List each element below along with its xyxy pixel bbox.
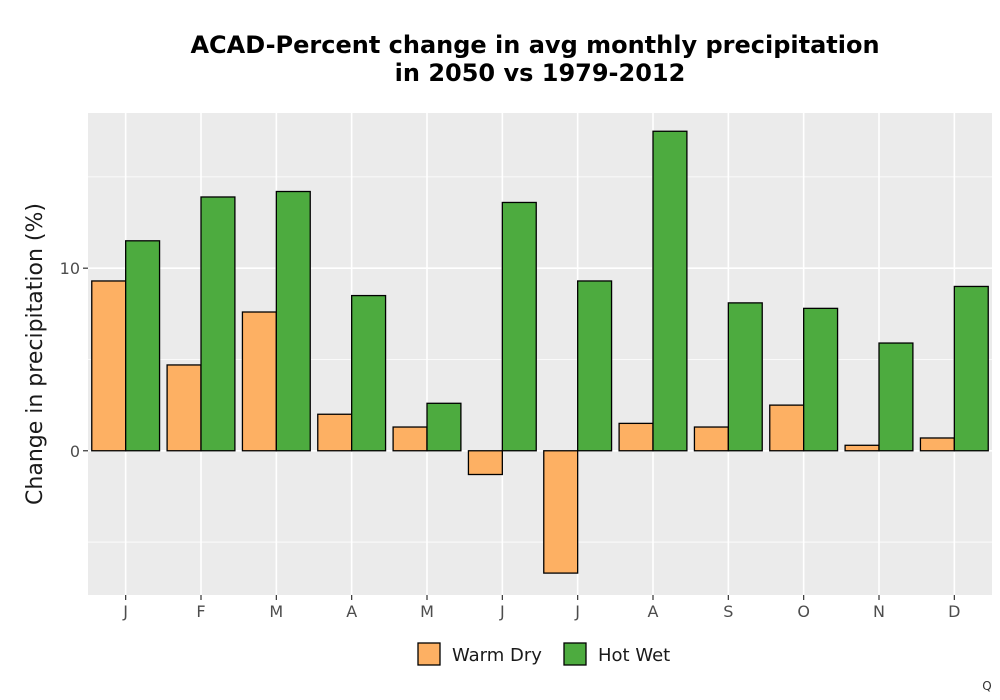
bar-hot-wet — [275, 190, 311, 452]
x-tick-label: D — [948, 602, 960, 621]
bars — [91, 130, 989, 574]
bar-warm-dry — [166, 364, 202, 452]
bar-warm-dry — [467, 450, 503, 476]
bar-hot-wet — [351, 294, 387, 452]
bar-hot-wet — [577, 280, 613, 452]
plot-panel — [88, 113, 992, 595]
x-tick-label: J — [122, 602, 128, 621]
bar-hot-wet — [953, 285, 989, 452]
chart-title-line-2: in 2050 vs 1979-2012 — [395, 59, 686, 87]
corner-mark: Q — [982, 679, 991, 693]
x-tick-label: A — [346, 602, 357, 621]
bar-hot-wet — [426, 402, 462, 452]
x-tick-label: O — [797, 602, 810, 621]
x-tick-label: F — [196, 602, 205, 621]
chart-title-line-1: ACAD-Percent change in avg monthly preci… — [190, 31, 879, 59]
x-tick-label: J — [574, 602, 580, 621]
bar-warm-dry — [317, 413, 353, 452]
bar-hot-wet — [878, 342, 914, 452]
bar-warm-dry — [543, 450, 579, 574]
bar-warm-dry — [618, 422, 654, 452]
bar-warm-dry — [392, 426, 428, 452]
x-tick-label: S — [723, 602, 733, 621]
x-tick-label: A — [648, 602, 659, 621]
y-tick-label: 0 — [70, 442, 80, 461]
x-tick-label: M — [269, 602, 283, 621]
y-axis-label: Change in precipitation (%) — [23, 203, 48, 505]
bar-hot-wet — [727, 302, 763, 452]
bar-hot-wet — [200, 196, 236, 452]
x-tick-label: M — [420, 602, 434, 621]
y-tick-label: 10 — [60, 259, 80, 278]
bar-warm-dry — [769, 404, 805, 452]
legend-swatch — [563, 642, 587, 666]
bar-warm-dry — [693, 426, 729, 452]
bar-warm-dry — [919, 437, 955, 452]
bar-hot-wet — [125, 240, 161, 452]
legend: Warm Dry Hot Wet — [417, 642, 670, 666]
legend-label: Warm Dry — [452, 645, 542, 666]
bar-warm-dry — [844, 444, 880, 452]
y-axis: 0 10 — [60, 259, 88, 461]
bar-hot-wet — [501, 201, 537, 452]
bar-warm-dry — [91, 280, 127, 452]
legend-swatch — [417, 642, 441, 666]
legend-label: Hot Wet — [598, 645, 670, 666]
bar-hot-wet — [652, 130, 688, 452]
x-tick-label: N — [873, 602, 885, 621]
x-tick-label: J — [499, 602, 505, 621]
bar-warm-dry — [241, 311, 277, 452]
bar-hot-wet — [803, 307, 839, 452]
